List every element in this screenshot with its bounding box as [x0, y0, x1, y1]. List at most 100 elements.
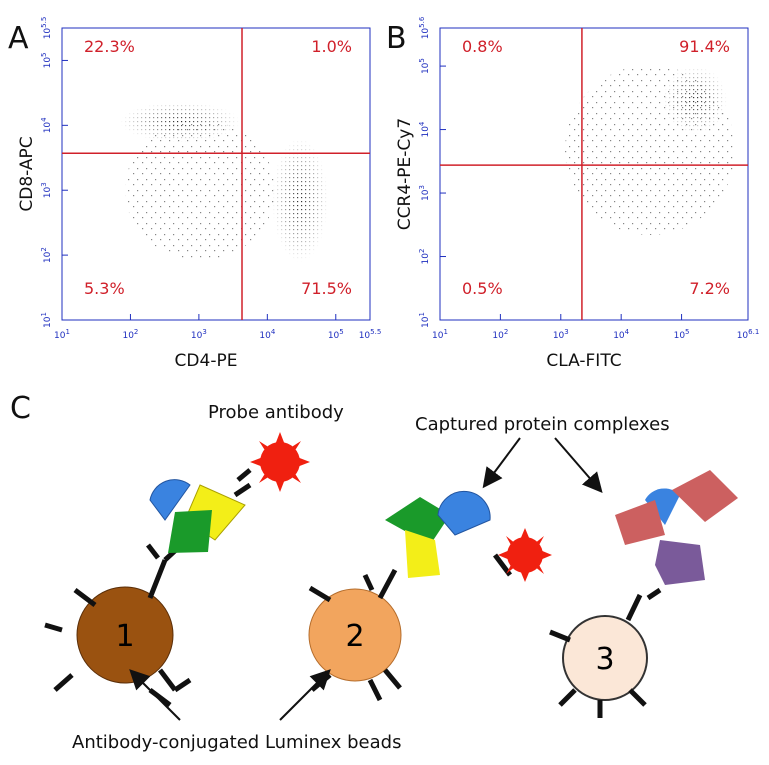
tick-exponent: 2 [418, 249, 426, 253]
tick-exponent: 2 [134, 328, 138, 336]
tick-label: 102 [418, 249, 431, 265]
tick-base: 10 [421, 189, 431, 201]
y-axis-label: CD8-APC [17, 136, 37, 211]
tick-label: 102 [40, 247, 53, 263]
tick-exponent: 1 [418, 312, 426, 316]
quadrant-label: 0.8% [462, 37, 503, 56]
tick-label: 105.6 [418, 16, 431, 39]
tick-label: 104 [40, 117, 53, 133]
tick-label: 105.5 [359, 328, 382, 341]
bead-number: 2 [345, 619, 364, 654]
tick-label: 101 [418, 312, 431, 328]
tick-base: 10 [359, 331, 371, 341]
tick-label: 101 [54, 328, 70, 341]
tick-exponent: 5.6 [418, 16, 426, 28]
annotation: Captured protein complexes [415, 414, 670, 435]
tick-base: 10 [43, 57, 53, 69]
diagram: C Probe antibody Captured protein comple… [10, 391, 738, 753]
tick-base: 10 [421, 28, 431, 40]
tick-label: 103 [418, 185, 431, 201]
quadrant-label: 22.3% [84, 37, 135, 56]
panel-label: A [8, 21, 29, 56]
tick-base: 10 [122, 331, 134, 341]
tick-base: 10 [43, 28, 53, 40]
tick-exponent: 5 [418, 58, 426, 62]
bead [76, 586, 174, 684]
plot-frame [61, 27, 371, 321]
tick-base: 10 [613, 331, 625, 341]
tick-exponent: 3 [418, 185, 426, 189]
panel-label: C [10, 391, 31, 426]
tick-base: 10 [553, 331, 565, 341]
tick-label: 102 [492, 328, 508, 341]
tick-base: 10 [54, 331, 66, 341]
x-axis-label: CLA-FITC [546, 351, 621, 371]
bead [562, 615, 648, 701]
tick-label: 102 [122, 328, 138, 341]
tick-base: 10 [674, 331, 686, 341]
tick-exponent: 3 [564, 328, 568, 336]
tick-base: 10 [43, 186, 53, 198]
annotation: Probe antibody [208, 402, 344, 423]
tick-base: 10 [43, 122, 53, 134]
tick-exponent: 2 [504, 328, 508, 336]
quadrant-label: 0.5% [462, 279, 503, 298]
tick-label: 103 [553, 328, 569, 341]
tick-base: 10 [43, 316, 53, 328]
tick-label: 101 [432, 328, 448, 341]
quadrant-label: 1.0% [311, 37, 352, 56]
quadrant-label: 91.4% [679, 37, 730, 56]
tick-label: 105 [40, 52, 53, 68]
quadrant-label: 7.2% [689, 279, 730, 298]
x-axis-label: CD4-PE [175, 351, 238, 371]
tick-base: 10 [432, 331, 444, 341]
tick-exponent: 4 [625, 328, 630, 336]
tick-exponent: 1 [40, 312, 48, 316]
tick-exponent: 6.1 [748, 328, 759, 336]
tick-exponent: 1 [65, 328, 69, 336]
tick-base: 10 [328, 331, 340, 341]
tick-base: 10 [421, 253, 431, 265]
tick-exponent: 5 [685, 328, 689, 336]
tick-label: 103 [40, 182, 53, 198]
tick-exponent: 4 [418, 121, 426, 126]
tick-base: 10 [191, 331, 203, 341]
tick-base: 10 [421, 126, 431, 138]
bead-number: 1 [115, 619, 134, 654]
tick-label: 105.5 [40, 17, 53, 40]
tick-label: 105 [674, 328, 690, 341]
tick-exponent: 4 [271, 328, 276, 336]
tick-label: 105 [418, 58, 431, 74]
quadrant-label: 71.5% [301, 279, 352, 298]
tick-label: 103 [191, 328, 207, 341]
tick-base: 10 [737, 331, 749, 341]
tick-base: 10 [421, 316, 431, 328]
tick-label: 104 [418, 121, 431, 137]
y-axis-label: CCR4-PE-Cy7 [395, 118, 415, 230]
tick-base: 10 [421, 62, 431, 74]
tick-label: 105 [328, 328, 344, 341]
tick-label: 104 [613, 328, 629, 341]
tick-exponent: 3 [202, 328, 206, 336]
tick-label: 106.1 [737, 328, 760, 341]
tick-exponent: 1 [443, 328, 447, 336]
tick-exponent: 2 [40, 247, 48, 251]
tick-label: 101 [40, 312, 53, 328]
quadrant-label: 5.3% [84, 279, 125, 298]
tick-exponent: 4 [40, 117, 48, 122]
caption: Antibody-conjugated Luminex beads [72, 732, 401, 753]
bead [308, 588, 402, 682]
tick-exponent: 3 [40, 182, 48, 186]
tick-base: 10 [43, 251, 53, 263]
panel-label: B [386, 21, 407, 56]
tick-label: 104 [259, 328, 275, 341]
tick-exponent: 5.5 [370, 328, 381, 336]
tick-base: 10 [259, 331, 271, 341]
tick-base: 10 [492, 331, 504, 341]
tick-exponent: 5 [40, 52, 48, 56]
tick-exponent: 5 [339, 328, 343, 336]
plot-frame [439, 27, 749, 321]
tick-exponent: 5.5 [40, 17, 48, 28]
bead-number: 3 [595, 642, 614, 677]
